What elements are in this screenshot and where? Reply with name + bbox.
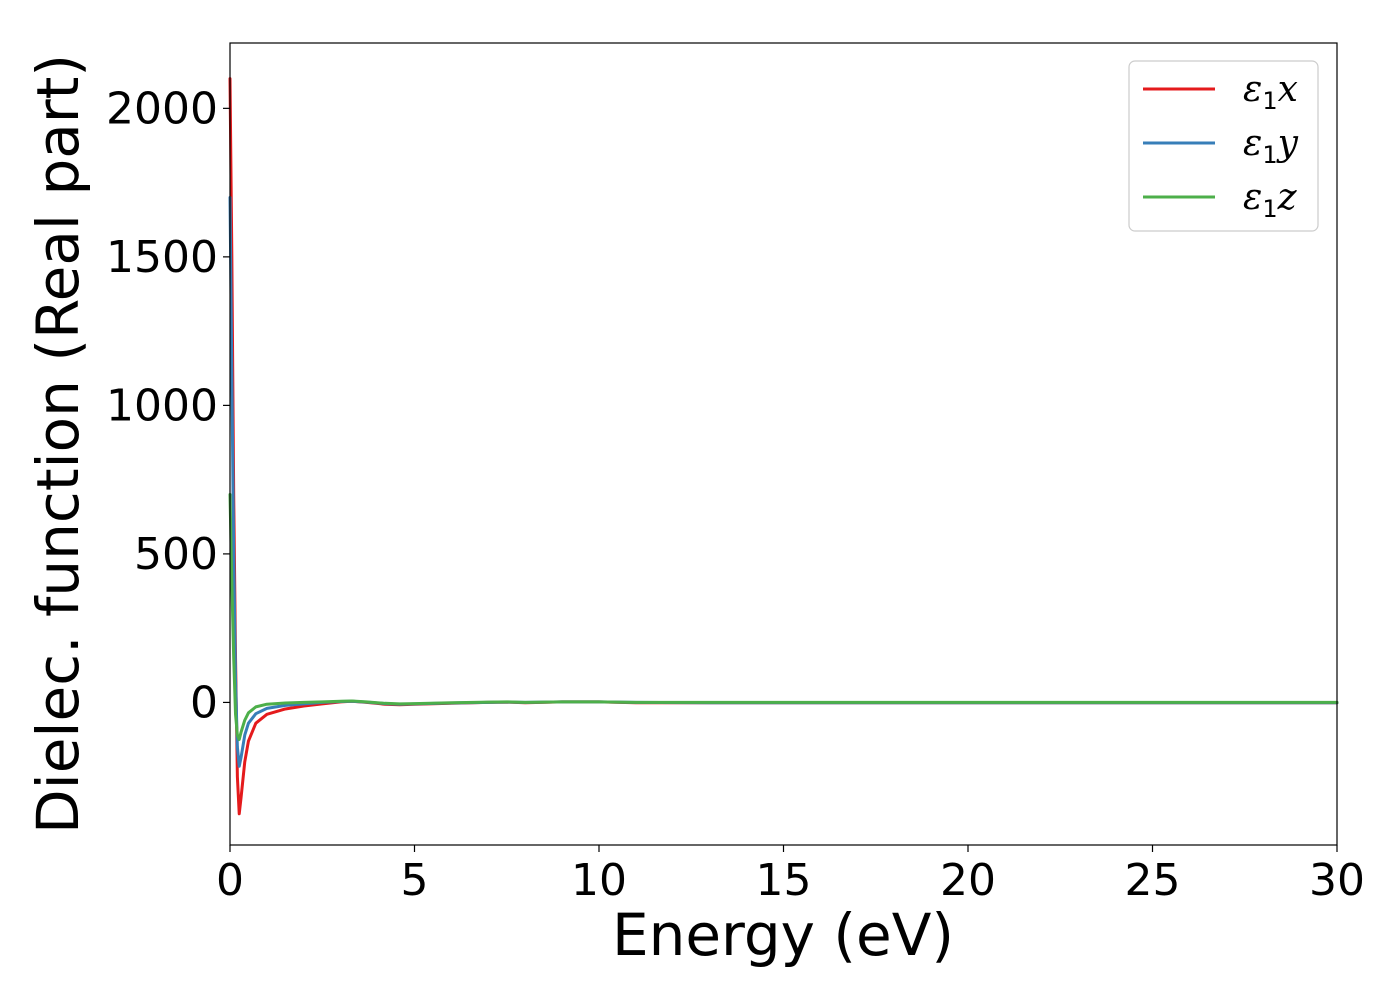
x-tick-label: 15 (756, 855, 812, 906)
legend-label-3: ε1z (1243, 177, 1298, 223)
y-tick-label: 0 (190, 677, 218, 728)
series-layer (228, 77, 1339, 816)
y-tick-label: 2000 (106, 83, 218, 134)
x-tick-label: 10 (571, 855, 627, 906)
series-line-2 (228, 195, 1339, 768)
x-tick-label: 20 (940, 855, 996, 906)
x-tick-label: 30 (1309, 855, 1365, 906)
x-axis-label: Energy (eV) (612, 901, 954, 969)
x-tick-label: 0 (216, 855, 244, 906)
y-axis-label: Dielec. function (Real part) (24, 54, 92, 834)
legend-label-2: ε1y (1243, 123, 1299, 169)
x-tick-label: 25 (1125, 855, 1181, 906)
legend-entries: ε1x ε1y ε1z (1143, 69, 1299, 223)
y-tick-label: 500 (134, 529, 218, 580)
ticks-layer: 0 5 10 15 20 25 30 0 500 1000 1500 2000 (106, 83, 1365, 906)
legend-label-1: ε1x (1243, 69, 1298, 115)
legend-box (1128, 60, 1319, 232)
y-tick-label: 1500 (106, 232, 218, 283)
series-line-3 (228, 493, 1339, 742)
x-tick-label: 5 (401, 855, 429, 906)
y-tick-label: 1000 (106, 380, 218, 431)
legend: ε1x ε1y ε1z (1128, 60, 1319, 232)
